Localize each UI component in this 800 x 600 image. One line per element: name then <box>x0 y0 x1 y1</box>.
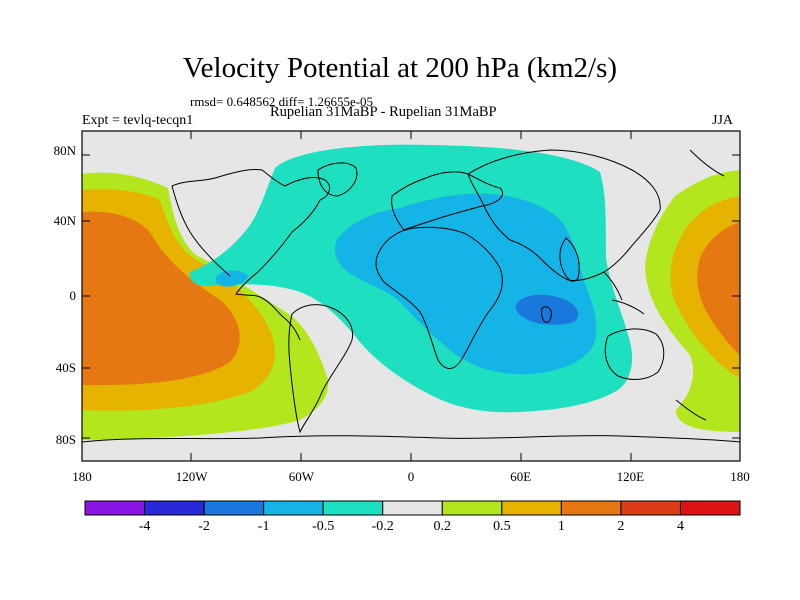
lat-tick-label: 80S <box>56 432 76 447</box>
lat-tick-label: 0 <box>70 288 77 303</box>
contour-positive-east-1 <box>697 222 740 355</box>
colorbar-label: 2 <box>617 519 625 534</box>
colorbar <box>84 500 741 516</box>
latitude-axis: 80N 40N 0 40S 80S <box>54 143 77 447</box>
lon-tick-label: 120E <box>617 469 645 484</box>
lon-tick-label: 0 <box>408 469 415 484</box>
colorbar-swatch <box>620 500 681 516</box>
colorbar-swatch <box>441 500 503 516</box>
contour-negative-minus-1 <box>515 294 579 325</box>
lon-tick-label: 120W <box>176 469 209 484</box>
longitude-axis: 180 120W 60W 0 60E 120E 180 <box>72 469 750 484</box>
lon-tick-label: 180 <box>730 469 750 484</box>
lon-tick-label: 180 <box>72 469 92 484</box>
colorbar-swatch <box>322 500 384 516</box>
plot-title: Velocity Potential at 200 hPa (km2/s) <box>182 52 618 84</box>
colorbar-swatch <box>382 500 443 516</box>
lon-tick-label: 60E <box>510 469 531 484</box>
season-label: JJA <box>712 113 734 128</box>
coastlines <box>82 149 740 443</box>
colorbar-swatch <box>679 500 741 516</box>
colorbar-swatch <box>144 500 205 516</box>
inner-ticks <box>82 131 740 461</box>
colorbar-label: 0.5 <box>493 519 511 534</box>
lat-tick-label: 40N <box>54 213 77 228</box>
colorbar-label: 4 <box>676 519 684 534</box>
colorbar-swatch <box>84 500 146 516</box>
contour-negative-minus-0.5 <box>334 193 597 375</box>
colorbar-label: 1 <box>557 519 565 534</box>
colorbar-label: -2 <box>198 519 210 534</box>
colorbar-swatch <box>501 500 562 516</box>
period-label: Rupelian 31MaBP - Rupelian 31MaBP <box>270 104 497 120</box>
contour-positive-west-1 <box>82 211 240 386</box>
lat-tick-label: 40S <box>56 360 76 375</box>
map-frame <box>81 130 741 462</box>
colorbar-label: 0.2 <box>433 519 452 534</box>
colorbar-swatch <box>203 500 265 516</box>
colorbar-label: -4 <box>138 519 151 534</box>
colorbar-label: -0.5 <box>312 519 335 534</box>
colorbar-label: -1 <box>257 519 270 534</box>
colorbar-swatch <box>263 500 324 516</box>
lon-tick-label: 60W <box>289 469 315 484</box>
lat-tick-label: 80N <box>54 143 77 158</box>
stats-label: rmsd= 0.648562 diff= 1.26655e-05 <box>190 94 374 109</box>
colorbar-swatch <box>560 500 622 516</box>
experiment-label: Expt = tevlq-tecqn1 <box>82 113 194 128</box>
colorbar-label: -0.2 <box>371 519 394 534</box>
map-plot-area <box>82 131 740 461</box>
contour-negative-minus-0.5-small <box>215 270 248 287</box>
